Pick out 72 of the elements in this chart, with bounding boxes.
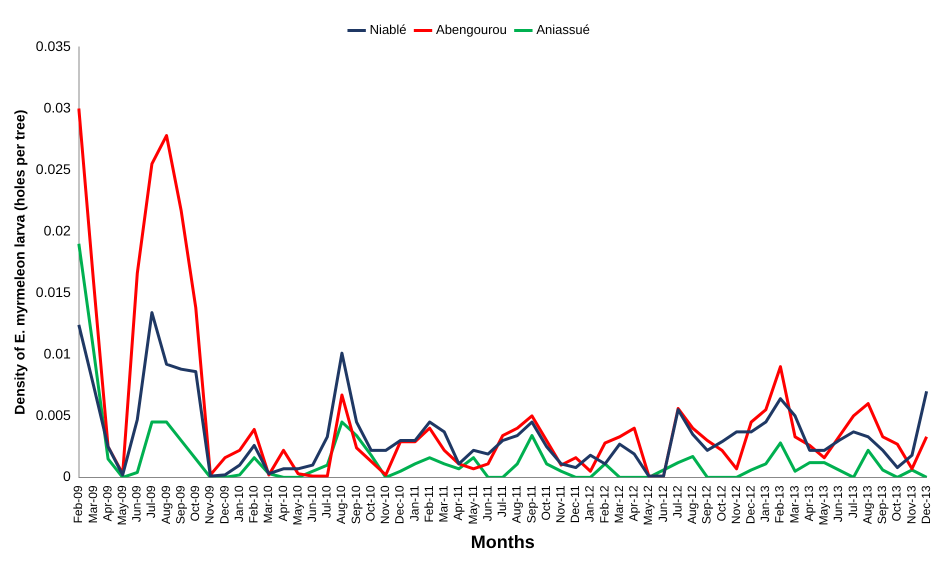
x-tick-label: Jul-10 (320, 485, 334, 518)
x-axis-title: Months (470, 532, 535, 552)
x-tick-label: Apr-11 (451, 485, 466, 521)
x-tick-label: Aug-13 (860, 485, 874, 524)
x-tick-label: Jun-13 (831, 485, 846, 522)
x-tick-label: Mar-13 (787, 485, 802, 524)
y-axis-title: Density of E. myrmeleon larva (holes per tree) (11, 110, 28, 415)
legend-label: Abengourou (436, 22, 507, 38)
x-tick-label: Jul-11 (495, 485, 510, 518)
x-tick-label: Dec-10 (392, 485, 407, 524)
x-tick-label: Oct-11 (538, 485, 553, 521)
x-tick-label: Sep-11 (524, 485, 538, 524)
x-tick-label: Dec-12 (744, 485, 758, 524)
x-tick-label: Nov-12 (728, 485, 743, 524)
x-tick-label: Jun-09 (130, 485, 144, 522)
x-tick-label: Jul-12 (670, 485, 684, 518)
x-tick-label: May-12 (641, 485, 656, 526)
x-tick-label: Sep-09 (173, 485, 188, 524)
x-tick-label: Jan-12 (582, 485, 597, 522)
y-tick-label: 0.005 (36, 406, 72, 423)
x-tick-label: Feb-09 (71, 485, 86, 524)
x-tick-label: May-11 (466, 485, 480, 525)
x-tick-label: Mar-09 (86, 485, 100, 524)
x-tick-label: Oct-13 (890, 485, 904, 522)
y-tick-label: 0.025 (36, 160, 72, 177)
x-tick-label: Mar-10 (261, 485, 276, 524)
x-tick-label: Jun-12 (656, 485, 670, 522)
x-tick-label: Jul-13 (846, 485, 860, 518)
x-tick-label: Aug-10 (334, 485, 348, 524)
y-tick-label: 0.03 (44, 99, 72, 116)
x-tick-label: Apr-13 (802, 485, 816, 522)
x-tick-label: Oct-12 (714, 485, 728, 522)
y-tick-label: 0 (63, 468, 72, 484)
x-tick-label: Apr-12 (626, 485, 641, 522)
x-tick-label: Sep-12 (700, 485, 714, 524)
y-tick-label: 0.015 (36, 284, 72, 300)
x-tick-label: Sep-13 (875, 485, 890, 524)
x-tick-label: Feb-11 (422, 485, 436, 523)
y-tick-label: 0.01 (44, 345, 72, 362)
x-tick-label: Mar-12 (612, 485, 626, 524)
x-tick-label: May-10 (290, 485, 304, 526)
y-tick-label: 0.02 (44, 222, 72, 238)
x-tick-label: Dec-13 (918, 485, 933, 524)
x-tick-label: Jun-11 (480, 485, 494, 522)
legend-label: Aniassué (536, 22, 590, 38)
x-tick-label: Apr-09 (100, 485, 114, 522)
x-tick-label: Feb-13 (772, 485, 787, 524)
x-tick-label: Nov-11 (553, 485, 568, 524)
x-tick-label: Sep-10 (348, 485, 363, 524)
x-tick-label: Jul-09 (144, 485, 158, 518)
x-tick-label: Jan-10 (232, 485, 246, 522)
x-tick-label: Aug-11 (510, 485, 524, 524)
x-tick-label: Jan-11 (407, 485, 422, 522)
x-tick-label: Oct-10 (363, 485, 378, 522)
x-tick-label: Nov-13 (904, 485, 918, 524)
x-tick-label: Nov-10 (378, 485, 392, 524)
x-tick-label: Feb-10 (246, 485, 261, 524)
x-tick-label: May-13 (816, 485, 831, 526)
x-tick-label: May-09 (114, 485, 129, 526)
x-tick-label: Feb-12 (597, 485, 612, 524)
x-tick-label: Dec-11 (568, 485, 582, 524)
x-tick-label: Aug-12 (685, 485, 700, 524)
y-tick-label: 0.035 (36, 38, 72, 54)
x-tick-label: Nov-09 (202, 485, 217, 524)
x-tick-label: Jan-13 (758, 485, 772, 522)
x-tick-label: Oct-09 (188, 485, 202, 522)
x-tick-label: Jun-10 (305, 485, 320, 522)
x-tick-label: Dec-09 (217, 485, 232, 524)
legend-label: Niablé (370, 22, 407, 38)
x-tick-label: Mar-11 (436, 485, 451, 523)
x-tick-label: Aug-09 (158, 485, 173, 524)
x-tick-label: Apr-10 (276, 485, 290, 522)
